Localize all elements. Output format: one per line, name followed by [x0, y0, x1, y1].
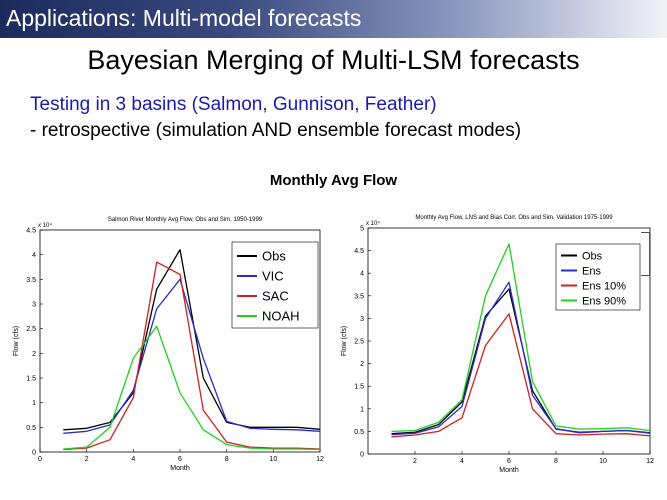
series-line-obs: [63, 249, 321, 431]
chart-title: Salmon River Monthly Avg Flow, Obs and S…: [108, 217, 263, 223]
series-line-sac: [63, 261, 321, 451]
y-tick-label: 2.5: [354, 339, 364, 346]
y-tick-label: 5: [360, 226, 364, 233]
subtitle: Testing in 3 basins (Salmon, Gunnison, F…: [30, 94, 437, 115]
y-tick-label: 1.5: [26, 376, 36, 383]
legend-label: Obs: [262, 249, 286, 264]
legend-label: Ens: [582, 265, 601, 277]
legend-label: Ens 90%: [582, 295, 626, 307]
x-tick-label: 2: [85, 456, 89, 463]
y-tick-label: 4.5: [26, 228, 36, 235]
x-tick-label: 10: [269, 456, 277, 463]
y-tick-label: 4.5: [354, 248, 364, 255]
series-line-ens-10-: [391, 313, 651, 438]
x-tick-label: 12: [316, 456, 324, 463]
y-exponent-label: x 10⁴: [366, 220, 380, 227]
y-tick-label: 3: [32, 302, 36, 309]
y-axis-label: Flow (cfs): [341, 326, 348, 356]
legend-label: NOAH: [262, 309, 300, 324]
bullet-point: - retrospective (simulation AND ensemble…: [30, 120, 522, 141]
x-tick-label: 4: [131, 456, 135, 463]
y-tick-label: 0.5: [26, 425, 36, 432]
legend-label: Obs: [582, 250, 603, 262]
y-tick-label: 0: [32, 450, 36, 457]
legend-label: SAC: [262, 289, 289, 304]
y-tick-label: 0: [360, 452, 364, 459]
y-tick-label: 2: [360, 361, 364, 368]
y-exponent-label: x 10⁴: [38, 222, 52, 229]
title-banner: Applications: Multi-model forecasts: [0, 0, 667, 38]
side-bracket: [641, 232, 650, 276]
x-tick-label: 8: [554, 458, 558, 465]
salmon-river-chart: Salmon River Monthly Avg Flow, Obs and S…: [13, 217, 324, 472]
x-tick-label: 6: [507, 458, 511, 465]
x-tick-label: 12: [646, 458, 654, 465]
x-tick-label: 0: [38, 456, 42, 463]
y-tick-label: 3.5: [26, 277, 36, 284]
y-tick-label: 4: [360, 271, 364, 278]
x-tick-label: 8: [225, 456, 229, 463]
y-tick-label: 1: [360, 406, 364, 413]
banner-title: Applications: Multi-model forecasts: [6, 5, 362, 31]
chart-heading: Monthly Avg Flow: [269, 172, 398, 189]
series-line-noah: [63, 325, 321, 451]
x-tick-label: 6: [178, 456, 182, 463]
y-axis-label: Flow (cfs): [13, 326, 20, 356]
x-axis-label: Month: [170, 465, 190, 472]
y-tick-label: 2: [32, 351, 36, 358]
x-tick-label: 10: [599, 458, 607, 465]
slide-title: Bayesian Merging of Multi-LSM forecasts: [87, 45, 580, 75]
y-tick-label: 0.5: [354, 429, 364, 436]
y-tick-label: 1.5: [354, 384, 364, 391]
series-line-vic: [63, 278, 321, 434]
y-tick-label: 3.5: [354, 293, 364, 300]
y-tick-label: 2.5: [26, 326, 36, 333]
y-tick-label: 1: [32, 400, 36, 407]
y-tick-label: 3: [360, 316, 364, 323]
x-tick-label: 2: [413, 458, 417, 465]
legend-label: VIC: [262, 269, 284, 284]
series-line-ens-90-: [391, 243, 651, 433]
validation-ensemble-chart: Monthly Avg Flow, LNS and Bias Corr. Obs…: [341, 215, 654, 474]
y-tick-label: 4: [32, 252, 36, 259]
legend-label: Ens 10%: [582, 280, 626, 292]
x-tick-label: 4: [460, 458, 464, 465]
series-line-ens: [391, 281, 651, 436]
chart-title: Monthly Avg Flow, LNS and Bias Corr. Obs…: [415, 215, 613, 221]
x-axis-label: Month: [499, 467, 519, 474]
